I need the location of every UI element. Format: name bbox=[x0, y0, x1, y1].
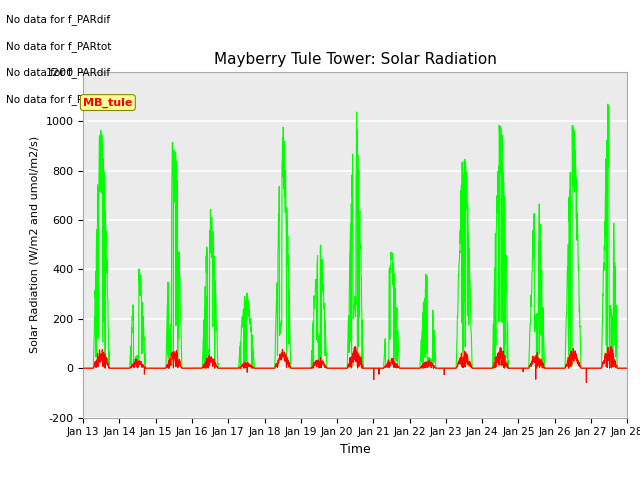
Line: PAR Water: PAR Water bbox=[83, 347, 627, 383]
PAR In bbox=[371, 365, 379, 371]
PAR In bbox=[590, 365, 598, 371]
PAR In bbox=[79, 365, 87, 371]
PAR Water bbox=[591, 365, 598, 371]
Text: No data for f_PARdif: No data for f_PARdif bbox=[6, 14, 111, 25]
PAR Tule bbox=[623, 365, 631, 371]
Text: No data for f_PARtot: No data for f_PARtot bbox=[6, 41, 112, 52]
PAR In bbox=[604, 101, 612, 107]
PAR Tule bbox=[607, 345, 614, 350]
PAR Water bbox=[623, 365, 631, 371]
PAR In bbox=[383, 364, 390, 370]
PAR Water bbox=[582, 380, 590, 385]
PAR Tule bbox=[383, 363, 390, 369]
PAR Water bbox=[79, 365, 87, 371]
Line: PAR In: PAR In bbox=[83, 104, 627, 368]
PAR Water bbox=[371, 365, 379, 371]
Text: No data for f_PARdif: No data for f_PARdif bbox=[6, 67, 111, 78]
PAR In bbox=[231, 365, 239, 371]
Line: PAR Tule: PAR Tule bbox=[83, 348, 627, 368]
PAR Tule bbox=[575, 361, 583, 367]
PAR Tule bbox=[590, 365, 598, 371]
PAR Tule bbox=[371, 365, 379, 371]
X-axis label: Time: Time bbox=[340, 443, 371, 456]
PAR In bbox=[575, 297, 583, 302]
PAR In bbox=[623, 365, 631, 371]
Text: No data for f_PARtot: No data for f_PARtot bbox=[6, 94, 112, 105]
Y-axis label: Solar Radiation (W/m2 and umol/m2/s): Solar Radiation (W/m2 and umol/m2/s) bbox=[30, 136, 40, 353]
Text: MB_tule: MB_tule bbox=[83, 97, 132, 108]
PAR Water bbox=[513, 365, 521, 371]
PAR Tule bbox=[513, 365, 521, 371]
PAR Tule bbox=[79, 365, 87, 371]
PAR In bbox=[513, 365, 521, 371]
PAR Tule bbox=[231, 365, 239, 371]
PAR Water bbox=[607, 344, 614, 349]
PAR Water bbox=[383, 362, 390, 368]
PAR Water bbox=[231, 365, 239, 371]
Title: Mayberry Tule Tower: Solar Radiation: Mayberry Tule Tower: Solar Radiation bbox=[214, 52, 497, 67]
PAR Water bbox=[575, 361, 583, 367]
